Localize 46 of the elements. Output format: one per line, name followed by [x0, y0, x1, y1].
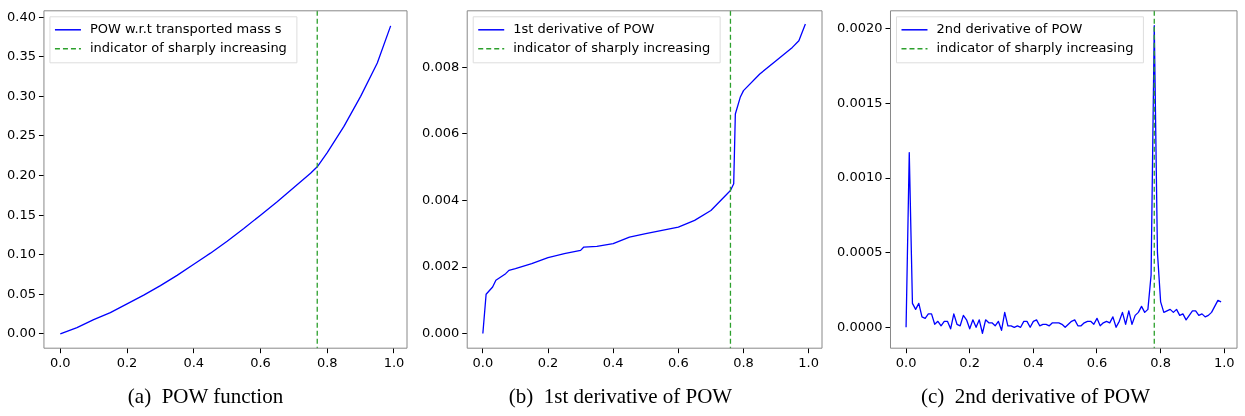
- y-tick-label: 0.30: [6, 87, 36, 103]
- x-tick-label: 1.0: [383, 355, 405, 371]
- y-tick-label: 0.20: [6, 166, 36, 182]
- ref-line-label: indicator of sharply increasing: [89, 40, 287, 56]
- y-tick-label: 0.35: [6, 48, 36, 64]
- y-tick-label: 0.10: [6, 246, 36, 262]
- y-tick-label: 0.002: [422, 258, 460, 274]
- x-tick-label: 0.6: [250, 355, 271, 371]
- y-tick-label: 0.0015: [836, 94, 883, 110]
- x-tick-label: 0.6: [667, 355, 689, 371]
- y-tick-label: 0.15: [6, 206, 36, 222]
- y-tick-label: 0.0010: [836, 169, 883, 185]
- y-tick-label: 0.006: [422, 125, 460, 141]
- text: (a) POW function: [127, 383, 284, 408]
- y-tick-label: 0.004: [422, 191, 460, 207]
- x-tick-label: 0.8: [733, 355, 754, 371]
- ref-line-label: indicator of sharply increasing: [936, 40, 1134, 56]
- x-tick-label: 0.2: [116, 355, 138, 371]
- x-tick-label: 1.0: [798, 355, 819, 371]
- x-tick-label: 0.2: [959, 355, 981, 371]
- y-tick-label: 0.00: [6, 325, 36, 341]
- x-tick-label: 0.0: [472, 355, 494, 371]
- legend-label: 1st derivative of POW: [513, 21, 655, 37]
- x-tick-label: 1.0: [1213, 355, 1235, 371]
- y-tick-label: 0.05: [6, 285, 36, 301]
- ref-line-label: indicator of sharply increasing: [513, 40, 711, 56]
- text: (b) 1st derivative of POW: [508, 383, 733, 408]
- x-tick-label: 0.8: [316, 355, 338, 371]
- y-tick-label: 0.008: [422, 58, 460, 74]
- x-tick-label: 0.2: [537, 355, 559, 371]
- y-tick-label: 0.0000: [836, 318, 883, 334]
- x-tick-label: 0.0: [895, 355, 917, 371]
- text: (c) 2nd derivative of POW: [920, 383, 1151, 408]
- y-tick-label: 0.0020: [836, 20, 883, 36]
- y-tick-label: 0.0005: [836, 244, 883, 260]
- x-tick-label: 0.4: [183, 355, 205, 371]
- x-tick-label: 0.8: [1150, 355, 1171, 371]
- x-tick-label: 0.6: [1086, 355, 1108, 371]
- legend-label: POW w.r.t transported mass s: [89, 21, 282, 37]
- x-tick-label: 0.0: [49, 355, 71, 371]
- y-tick-label: 0.000: [422, 324, 460, 340]
- legend-label: 2nd derivative of POW: [936, 21, 1083, 37]
- x-tick-label: 0.4: [602, 355, 624, 371]
- y-tick-label: 0.40: [6, 8, 36, 24]
- x-tick-label: 0.4: [1023, 355, 1044, 371]
- y-tick-label: 0.25: [6, 127, 36, 143]
